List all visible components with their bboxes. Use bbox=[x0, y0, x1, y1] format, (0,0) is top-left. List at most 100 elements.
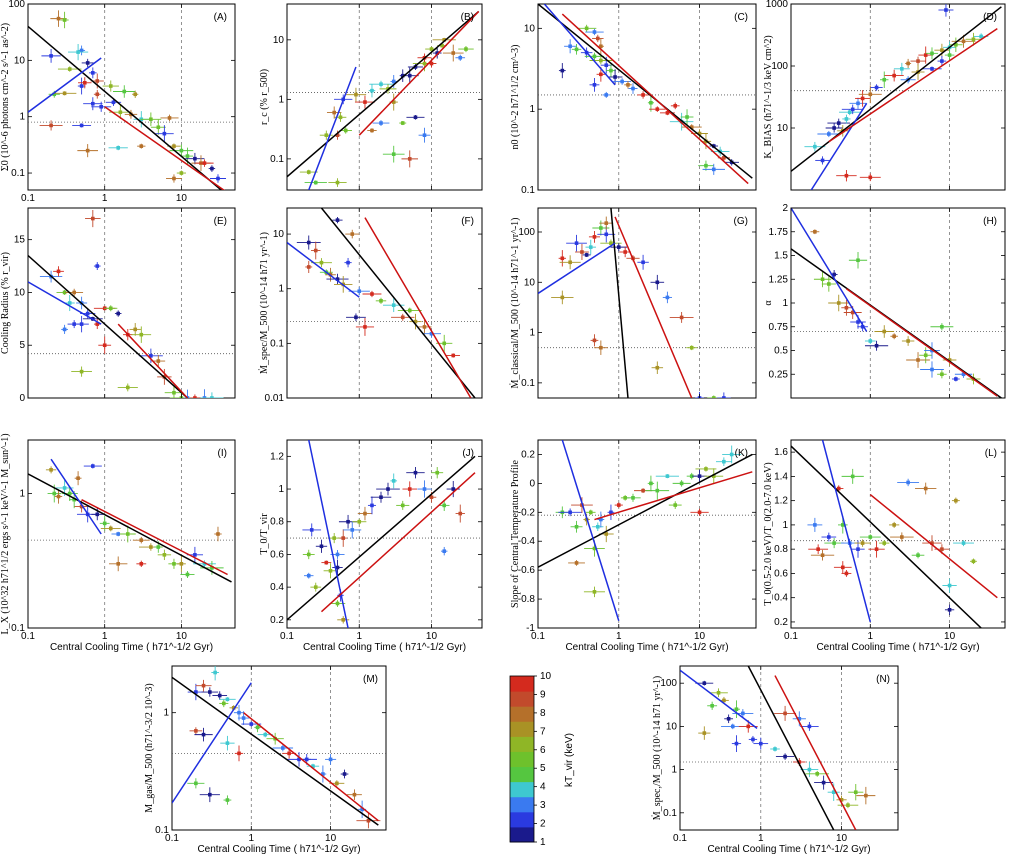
data-point bbox=[870, 84, 883, 91]
y-tick-label: 1 bbox=[163, 708, 169, 719]
data-point bbox=[930, 323, 954, 331]
data-point bbox=[136, 560, 147, 568]
data-point bbox=[731, 735, 742, 752]
data-point bbox=[402, 481, 418, 497]
data-point bbox=[343, 521, 362, 539]
data-point bbox=[328, 178, 347, 187]
data-point bbox=[401, 150, 419, 168]
data-point bbox=[568, 560, 585, 566]
y-tick-label: 0.75 bbox=[769, 322, 789, 333]
colorbar-segment bbox=[510, 781, 534, 798]
data-point bbox=[332, 559, 343, 576]
data-point bbox=[208, 165, 216, 172]
data-point bbox=[325, 753, 337, 765]
y-tick-label: 1.2 bbox=[774, 496, 788, 507]
colorbar-tick-label: 4 bbox=[540, 782, 546, 793]
data-point bbox=[45, 466, 57, 474]
data-point bbox=[951, 497, 960, 504]
data-point bbox=[195, 159, 214, 167]
data-point bbox=[368, 83, 376, 98]
data-point bbox=[132, 536, 150, 544]
fit-line-red bbox=[774, 675, 857, 830]
fit-line-black bbox=[287, 455, 476, 621]
data-point bbox=[920, 361, 944, 378]
y-tick-label: 1 bbox=[278, 94, 284, 105]
fit-line-red bbox=[614, 216, 693, 398]
x-tick-label: 1 bbox=[758, 833, 764, 844]
panel-label: (F) bbox=[461, 216, 474, 227]
panel-label: (G) bbox=[734, 216, 748, 227]
data-point bbox=[821, 532, 837, 542]
data-point bbox=[357, 506, 373, 521]
panel-label: (N) bbox=[876, 674, 890, 685]
y-tick-label: 5 bbox=[19, 340, 25, 351]
fit-line-blue bbox=[538, 242, 616, 295]
colorbar-segment bbox=[510, 736, 534, 752]
data-point bbox=[610, 243, 628, 252]
data-point bbox=[628, 83, 638, 94]
colorbar-tick-label: 3 bbox=[540, 800, 546, 811]
data-point bbox=[296, 235, 321, 250]
data-point bbox=[302, 523, 322, 537]
data-point bbox=[438, 499, 450, 512]
panel-a: 0.1 1 10 100 0.1 1 10 (A) Σ0 (10^-6 photons cm^-… bbox=[0, 0, 236, 204]
data-point bbox=[813, 271, 832, 288]
fit-line-blue bbox=[821, 440, 872, 623]
data-point bbox=[680, 109, 694, 125]
data-point bbox=[367, 128, 377, 133]
data-point bbox=[583, 586, 605, 598]
data-point bbox=[93, 262, 101, 271]
data-point bbox=[841, 104, 864, 115]
data-point bbox=[376, 482, 400, 496]
data-point bbox=[614, 502, 623, 508]
data-point bbox=[200, 389, 209, 398]
y-tick-label: -0.4 bbox=[518, 536, 536, 547]
data-point bbox=[367, 496, 376, 515]
data-point bbox=[117, 383, 138, 392]
data-point bbox=[91, 101, 112, 112]
data-point bbox=[732, 700, 740, 718]
y-tick-label: 1 bbox=[782, 520, 788, 531]
panel-label: (L) bbox=[985, 448, 997, 459]
data-point bbox=[345, 229, 360, 239]
data-point bbox=[310, 582, 322, 592]
data-point bbox=[77, 144, 99, 158]
data-point bbox=[339, 529, 347, 547]
data-point bbox=[922, 535, 942, 551]
colorbar-tick-label: 8 bbox=[540, 708, 546, 719]
data-point bbox=[166, 174, 182, 183]
fit-line-black bbox=[28, 254, 188, 398]
y-axis-label: Cooling Radius (% r_vir) bbox=[0, 252, 11, 354]
data-point bbox=[83, 97, 103, 111]
data-point bbox=[108, 145, 128, 151]
x-axis-label: Central Cooling Time ( h71^-1/2 Gyr) bbox=[50, 642, 213, 653]
panel-label: (H) bbox=[983, 216, 997, 227]
data-point bbox=[836, 170, 857, 182]
data-point bbox=[849, 97, 867, 109]
colorbar-tick-label: 1 bbox=[540, 837, 546, 848]
y-tick-label: 15 bbox=[14, 235, 26, 246]
data-point bbox=[89, 67, 97, 79]
data-point bbox=[722, 445, 742, 464]
data-point bbox=[942, 354, 957, 366]
data-point bbox=[83, 463, 102, 469]
panel-b: 0.1 1 10 (B) r_c (% r_500) bbox=[259, 3, 483, 191]
y-tick-label: 1 bbox=[529, 104, 535, 115]
data-point bbox=[132, 90, 139, 98]
data-point bbox=[77, 77, 86, 95]
data-point bbox=[588, 230, 600, 243]
x-tick-label: 10 bbox=[176, 193, 188, 204]
colorbar-segment bbox=[510, 691, 534, 707]
panel-l: 0.2 0.4 0.6 0.8 1 1.2 1.4 1.6 0.1 1 10 (L) T_0(0.5-2… bbox=[763, 439, 1006, 653]
data-point bbox=[352, 518, 367, 525]
y-tick-label: 1 bbox=[278, 484, 284, 495]
data-point bbox=[417, 480, 432, 498]
x-tick-label: 0.1 bbox=[531, 631, 545, 642]
x-tick-label: 10 bbox=[694, 631, 706, 642]
fit-line-black bbox=[28, 473, 232, 583]
y-tick-label: 10 bbox=[524, 277, 536, 288]
y-tick-label: 0.1 bbox=[521, 378, 535, 389]
data-point bbox=[559, 255, 581, 270]
data-point bbox=[575, 244, 589, 261]
colorbar-segment bbox=[510, 766, 534, 783]
